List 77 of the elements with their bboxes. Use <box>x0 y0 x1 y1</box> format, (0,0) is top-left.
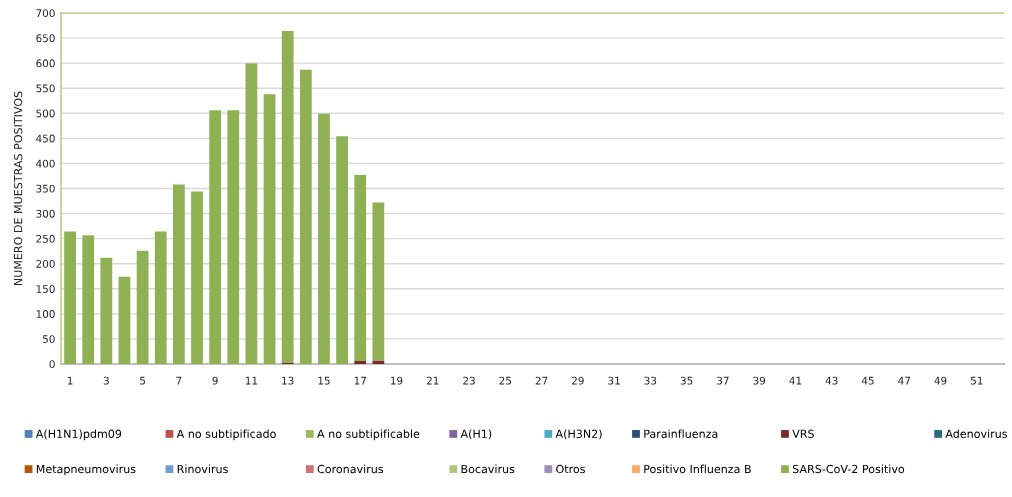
bar <box>263 94 276 364</box>
bar <box>82 235 95 364</box>
x-tick-label: 13 <box>282 376 294 385</box>
x-tick-label: 49 <box>934 376 947 385</box>
x-tick-label: 51 <box>970 376 983 385</box>
y-tick-label: 50 <box>42 335 55 344</box>
x-tick-label: 37 <box>717 376 729 385</box>
x-tick-label: 25 <box>499 376 512 385</box>
bar <box>354 174 367 361</box>
bar <box>354 360 367 364</box>
y-tick-label: 450 <box>36 134 55 143</box>
x-tick-label: 27 <box>535 376 548 385</box>
legend-label: Parainfluenza <box>644 429 718 438</box>
x-tick-label: 39 <box>753 376 766 385</box>
y-tick-label: 400 <box>36 159 55 168</box>
x-tick-label: 7 <box>176 376 182 385</box>
bar <box>245 63 258 364</box>
y-tick-label: 500 <box>36 109 55 118</box>
x-tick-label: 43 <box>825 376 838 385</box>
legend-label: A(H3N2) <box>555 429 602 440</box>
x-tick-label: 5 <box>140 376 146 385</box>
x-tick-label: 29 <box>571 376 584 385</box>
legend-label: Rinovirus <box>177 464 228 474</box>
x-tick-label: 17 <box>354 376 366 385</box>
x-tick-label: 41 <box>789 376 802 385</box>
bar <box>209 110 222 364</box>
bar <box>100 257 113 364</box>
bar <box>336 136 348 364</box>
x-tick-label: 1 <box>67 376 73 385</box>
y-tick-label: 550 <box>36 84 55 93</box>
bar <box>318 113 330 364</box>
y-tick-label: 300 <box>36 209 55 218</box>
bar <box>118 276 131 364</box>
y-tick-label: 100 <box>36 310 55 318</box>
x-tick-label: 15 <box>318 376 330 385</box>
bar <box>372 360 385 364</box>
bar <box>64 231 76 364</box>
legend-label: Coronavirus <box>317 464 384 474</box>
bar <box>227 110 240 364</box>
legend-label: Positivo Influenza B <box>644 464 751 474</box>
legend-label: Otros <box>556 464 585 474</box>
x-tick-label: 9 <box>212 376 218 385</box>
x-tick-label: 35 <box>680 376 693 385</box>
y-tick-label: 250 <box>36 234 55 243</box>
x-tick-label: 3 <box>103 376 109 385</box>
y-tick-label: 150 <box>36 285 55 293</box>
x-tick-label: 31 <box>608 376 620 385</box>
legend-label: SARS-CoV-2 Positivo <box>792 464 905 474</box>
x-tick-label: 47 <box>898 376 910 385</box>
y-tick-label: 700 <box>36 9 55 18</box>
legend-label: A no subtipificado <box>176 429 276 441</box>
legend-label: A(H1) <box>460 429 492 440</box>
bar <box>372 202 385 361</box>
x-tick-label: 19 <box>391 376 403 385</box>
legend-label: VRS <box>792 429 814 438</box>
bar <box>154 231 167 364</box>
legend-label: A(H1N1)pdm09 <box>35 429 122 441</box>
y-tick-label: 350 <box>36 184 55 193</box>
legend-label: Bocavirus <box>461 464 515 474</box>
legend-label: Metapneumovirus <box>36 464 136 476</box>
legend-label: Adenovirus <box>945 429 1008 438</box>
legend-label: A no subtipificable <box>317 429 420 441</box>
bar <box>136 250 149 364</box>
y-tick-label: 200 <box>36 259 55 268</box>
bar <box>299 69 312 364</box>
x-tick-label: 45 <box>861 376 874 385</box>
y-tick-label: 650 <box>36 34 55 43</box>
bar <box>281 31 294 363</box>
bar <box>172 184 185 364</box>
x-tick-label: 33 <box>644 376 657 385</box>
bar <box>191 191 203 364</box>
y-axis-title: NUMERO DE MUESTRAS POSITIVOS <box>13 91 23 286</box>
x-tick-label: 23 <box>463 376 475 385</box>
x-tick-label: 21 <box>426 376 439 385</box>
y-tick-label: 0 <box>49 360 55 369</box>
x-tick-label: 11 <box>245 376 258 385</box>
y-tick-label: 600 <box>36 59 55 68</box>
